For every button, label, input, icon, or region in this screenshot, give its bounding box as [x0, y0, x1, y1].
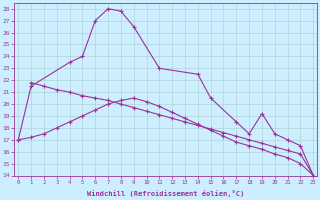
- X-axis label: Windchill (Refroidissement éolien,°C): Windchill (Refroidissement éolien,°C): [87, 190, 244, 197]
